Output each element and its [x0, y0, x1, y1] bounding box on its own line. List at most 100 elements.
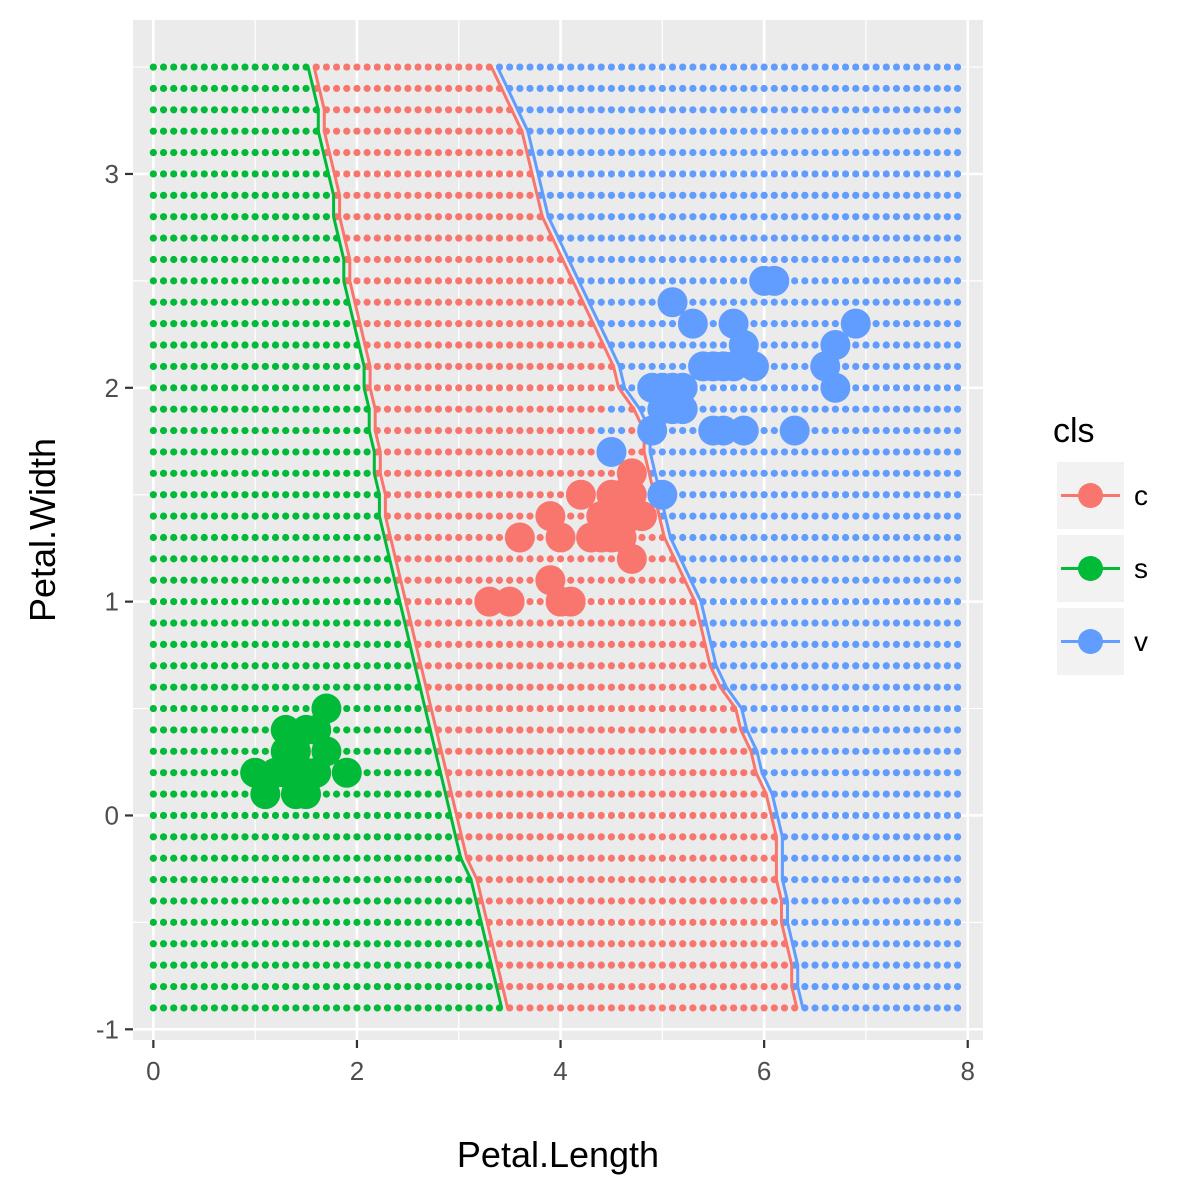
grid-point-v	[923, 277, 931, 285]
grid-point-v	[740, 576, 748, 584]
grid-point-v	[953, 982, 962, 991]
grid-point-v	[903, 1004, 911, 1012]
data-point-v	[657, 287, 688, 318]
grid-point-v	[780, 341, 789, 349]
grid-point-v	[943, 469, 951, 477]
grid-point-s	[363, 576, 371, 584]
grid-point-v	[852, 747, 860, 755]
grid-point-c	[567, 448, 575, 456]
grid-point-s	[312, 833, 320, 841]
grid-point-v	[933, 362, 941, 371]
grid-point-s	[271, 213, 280, 221]
grid-point-s	[404, 918, 412, 926]
grid-point-v	[831, 63, 839, 71]
grid-point-s	[292, 426, 300, 435]
grid-point-s	[261, 127, 269, 135]
grid-point-v	[872, 811, 880, 820]
grid-point-c	[709, 704, 717, 713]
grid-point-c	[740, 982, 748, 991]
grid-point-v	[597, 106, 605, 114]
grid-point-v	[903, 512, 911, 520]
grid-point-c	[556, 426, 565, 435]
grid-point-v	[811, 320, 819, 328]
grid-point-v	[618, 426, 626, 435]
grid-point-s	[180, 469, 188, 477]
grid-point-s	[200, 726, 208, 734]
grid-point-c	[567, 576, 575, 584]
grid-point-v	[689, 555, 697, 563]
grid-point-s	[210, 191, 219, 199]
grid-point-c	[373, 362, 381, 371]
grid-point-c	[414, 341, 422, 349]
grid-point-v	[852, 533, 860, 542]
data-point-s	[270, 757, 301, 788]
grid-point-c	[577, 940, 585, 948]
grid-point-c	[444, 491, 453, 499]
grid-point-v	[811, 491, 819, 499]
grid-point-c	[465, 512, 473, 520]
grid-point-s	[353, 982, 361, 991]
grid-point-s	[190, 662, 198, 670]
grid-point-v	[852, 726, 860, 734]
grid-point-v	[770, 769, 778, 777]
grid-point-v	[607, 213, 616, 221]
grid-point-c	[607, 555, 616, 563]
grid-point-c	[750, 940, 758, 948]
grid-point-v	[719, 512, 728, 520]
grid-point-v	[903, 533, 911, 542]
grid-point-s	[149, 961, 157, 969]
grid-point-v	[831, 811, 839, 820]
grid-point-c	[475, 704, 483, 713]
data-point-v	[596, 436, 627, 467]
grid-point-c	[679, 833, 687, 841]
grid-point-v	[780, 747, 789, 755]
grid-point-v	[821, 662, 829, 670]
grid-point-s	[353, 426, 361, 435]
grid-point-c	[414, 277, 422, 285]
grid-point-c	[628, 426, 636, 435]
grid-point-c	[587, 769, 595, 777]
grid-point-s	[190, 213, 198, 221]
grid-point-v	[648, 106, 656, 114]
grid-point-v	[811, 790, 819, 798]
grid-point-v	[719, 106, 728, 114]
grid-point-v	[791, 769, 799, 777]
grid-point-v	[791, 533, 799, 542]
grid-point-v	[770, 362, 778, 371]
grid-point-v	[699, 384, 707, 392]
grid-point-c	[750, 961, 758, 969]
grid-point-v	[801, 918, 809, 926]
grid-point-s	[170, 533, 178, 542]
grid-point-c	[485, 341, 493, 349]
grid-point-c	[495, 405, 504, 413]
grid-point-v	[638, 255, 646, 264]
grid-point-s	[394, 854, 402, 862]
grid-point-v	[791, 704, 799, 713]
grid-point-s	[373, 790, 381, 798]
grid-point-c	[516, 213, 524, 221]
grid-point-v	[852, 1004, 860, 1012]
grid-point-c	[506, 426, 514, 435]
grid-point-v	[943, 512, 951, 520]
grid-point-v	[760, 148, 768, 157]
grid-point-c	[516, 683, 524, 691]
grid-point-s	[190, 63, 198, 71]
grid-point-c	[506, 769, 514, 777]
grid-point-v	[943, 854, 951, 862]
grid-point-s	[149, 747, 157, 755]
grid-point-v	[791, 191, 799, 199]
grid-point-c	[536, 448, 544, 456]
grid-point-v	[658, 84, 666, 93]
grid-point-v	[923, 191, 931, 199]
grid-point-s	[210, 426, 219, 435]
grid-point-v	[872, 63, 880, 71]
grid-point-c	[536, 234, 544, 242]
grid-point-s	[159, 790, 168, 798]
grid-point-v	[668, 469, 677, 477]
grid-point-s	[444, 940, 453, 948]
grid-point-v	[943, 961, 951, 969]
grid-point-c	[444, 213, 453, 221]
grid-point-c	[740, 897, 748, 905]
grid-point-c	[536, 619, 544, 627]
grid-point-v	[943, 940, 951, 948]
